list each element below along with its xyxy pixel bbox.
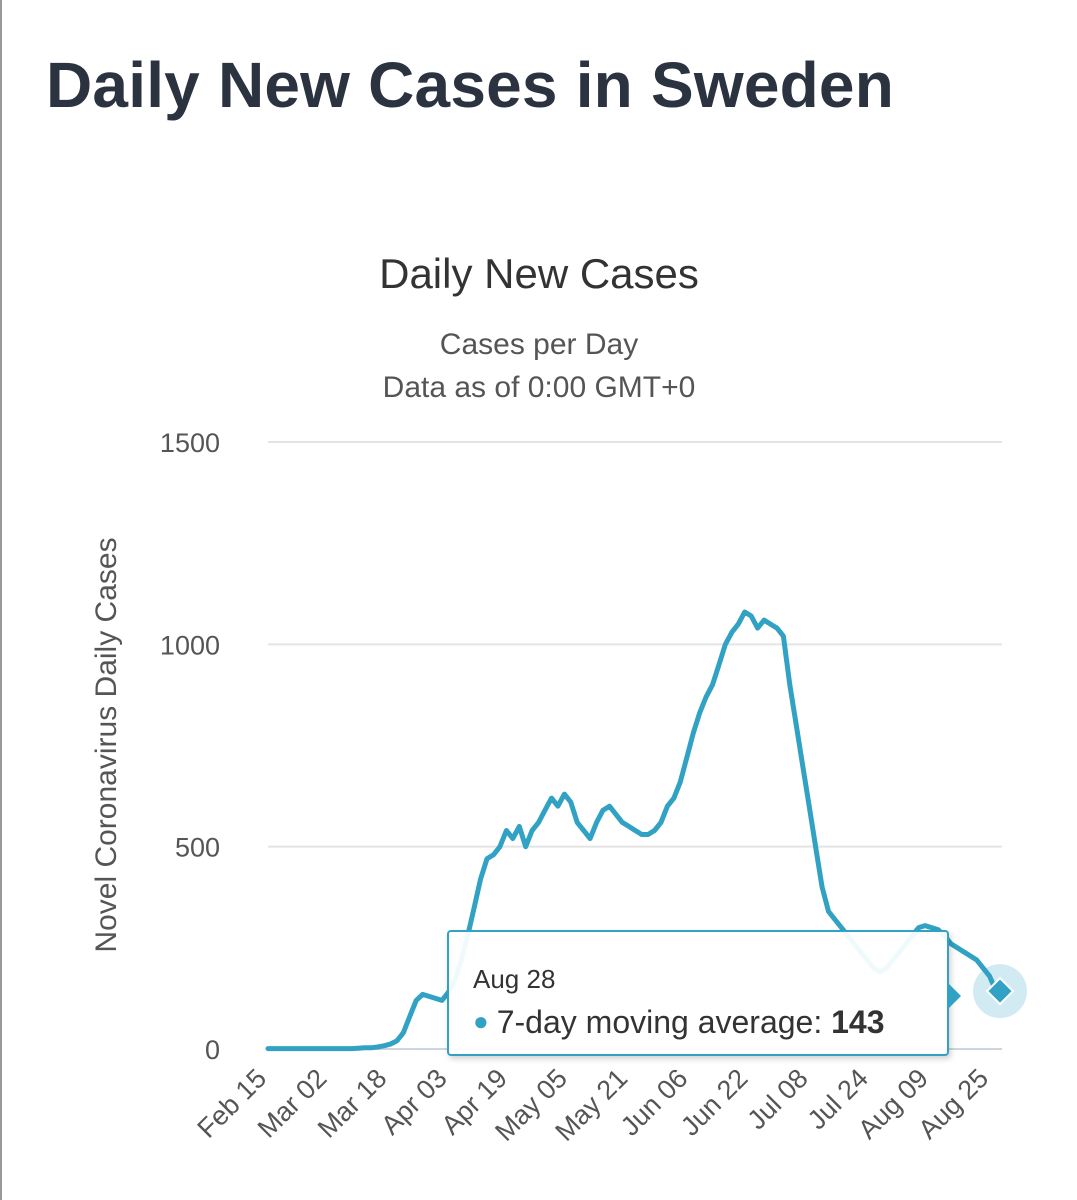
- hover-point-marker[interactable]: [985, 976, 1015, 1006]
- series-marker-icon: ●: [473, 1006, 489, 1036]
- y-tick-label: 1500: [160, 428, 220, 458]
- x-tick-label: Jun 06: [615, 1063, 694, 1142]
- page-title: Daily New Cases in Sweden: [46, 49, 894, 121]
- chart-subtitle-data-as-of: Data as of 0:00 GMT+0: [383, 371, 696, 404]
- tooltip-series-row: ● 7-day moving average: 143: [473, 1004, 885, 1041]
- chart-subtitle: Cases per Day: [440, 328, 638, 361]
- y-tick-label: 0: [205, 1035, 220, 1065]
- x-tick-label: Jul 08: [742, 1063, 814, 1135]
- y-tick-label: 500: [175, 833, 220, 863]
- x-tick-label: Mar 18: [312, 1063, 393, 1144]
- chart-tooltip: Aug 28 ● 7-day moving average: 143: [447, 930, 961, 1056]
- tooltip-series-label: 7-day moving average:: [496, 1004, 823, 1040]
- tooltip-date: Aug 28: [473, 964, 556, 994]
- x-tick-label: Jun 22: [675, 1063, 754, 1142]
- chart-title: Daily New Cases: [379, 250, 699, 297]
- tooltip-value: 143: [831, 1004, 885, 1040]
- left-border: [0, 0, 2, 1200]
- x-tick-label: Apr 03: [375, 1063, 452, 1140]
- y-tick-label: 1000: [160, 630, 220, 660]
- y-axis-label: Novel Coronavirus Daily Cases: [90, 537, 123, 952]
- tooltip-pointer: [947, 982, 961, 1010]
